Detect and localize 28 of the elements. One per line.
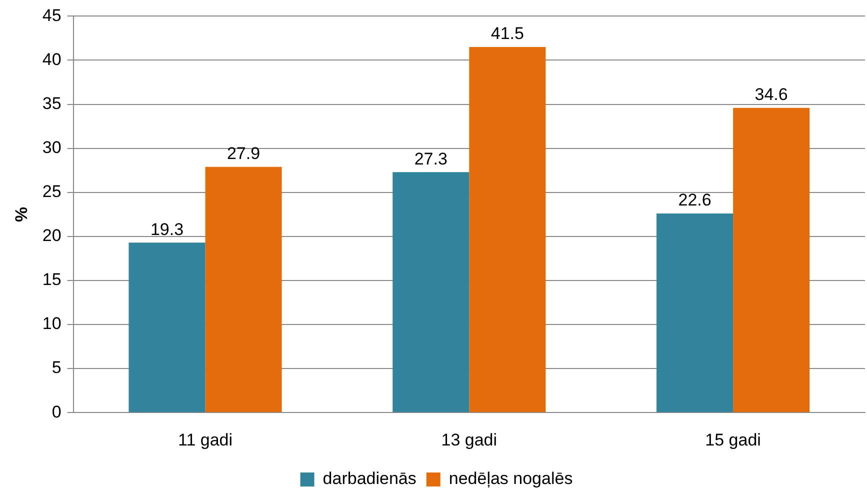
bar: [733, 108, 810, 412]
y-tick-label: 45: [42, 6, 62, 25]
y-tick-label: 10: [42, 314, 62, 334]
x-tick-label: 15 gadi: [705, 430, 761, 450]
bar: [656, 214, 734, 412]
y-tick-label: 0: [52, 402, 62, 422]
bar: [469, 47, 546, 412]
y-tick-label: 15: [42, 270, 62, 290]
legend-label: darbadienās: [322, 469, 416, 488]
y-tick-label: 30: [42, 138, 62, 158]
data-label: 27.9: [226, 144, 260, 164]
y-tick-label: 5: [52, 358, 62, 378]
y-tick-label: 25: [42, 182, 62, 202]
x-tick-label: 13 gadi: [441, 430, 498, 450]
data-label: 41.5: [490, 24, 524, 44]
bar: [205, 166, 282, 412]
data-label: 22.6: [678, 190, 712, 210]
data-label: 19.3: [150, 220, 184, 239]
x-tick-label: 11 gadi: [178, 430, 233, 450]
y-tick-label: 20: [42, 226, 62, 246]
bar: [128, 242, 206, 412]
bar: [392, 172, 470, 412]
legend-label: nedēļas nogalēs: [448, 469, 573, 488]
data-label: 34.6: [754, 85, 788, 104]
y-axis-title: %: [12, 206, 31, 222]
y-tick-label: 40: [42, 50, 62, 69]
data-label: 27.3: [414, 149, 448, 168]
y-tick-label: 35: [42, 94, 62, 113]
